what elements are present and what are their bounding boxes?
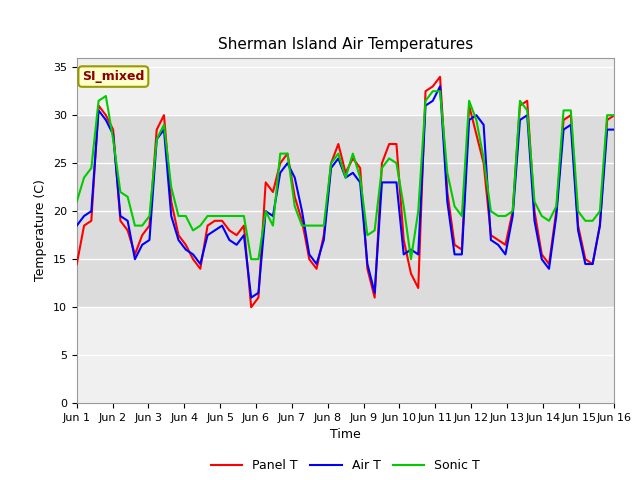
Sonic T — [611, 112, 618, 118]
Panel T — [247, 304, 255, 310]
Panel T — [509, 208, 516, 214]
Air T — [531, 218, 538, 224]
Line: Panel T: Panel T — [77, 77, 614, 307]
Title: Sherman Island Air Temperatures: Sherman Island Air Temperatures — [218, 37, 473, 52]
Y-axis label: Temperature (C): Temperature (C) — [35, 180, 47, 281]
Panel T — [436, 74, 444, 80]
Panel T — [73, 261, 81, 267]
Sonic T — [494, 213, 502, 219]
Sonic T — [567, 108, 575, 113]
Air T — [509, 213, 516, 219]
Sonic T — [429, 88, 436, 94]
Panel T — [494, 237, 502, 243]
Sonic T — [116, 189, 124, 195]
X-axis label: Time: Time — [330, 429, 361, 442]
Panel T — [531, 208, 538, 214]
Legend: Panel T, Air T, Sonic T: Panel T, Air T, Sonic T — [206, 455, 485, 478]
Panel T — [567, 112, 575, 118]
Panel T — [611, 112, 618, 118]
Air T — [247, 295, 255, 300]
Bar — [77, 115, 614, 307]
Sonic T — [247, 256, 255, 262]
Air T — [116, 213, 124, 219]
Air T — [73, 223, 81, 228]
Air T — [494, 242, 502, 248]
Panel T — [116, 218, 124, 224]
Air T — [567, 122, 575, 128]
Panel T — [516, 103, 524, 108]
Sonic T — [516, 98, 524, 104]
Air T — [516, 117, 524, 123]
Line: Air T: Air T — [77, 86, 614, 298]
Text: SI_mixed: SI_mixed — [82, 70, 145, 83]
Air T — [611, 127, 618, 132]
Sonic T — [73, 199, 81, 204]
Line: Sonic T: Sonic T — [77, 91, 614, 259]
Sonic T — [509, 208, 516, 214]
Air T — [436, 84, 444, 89]
Sonic T — [531, 199, 538, 204]
